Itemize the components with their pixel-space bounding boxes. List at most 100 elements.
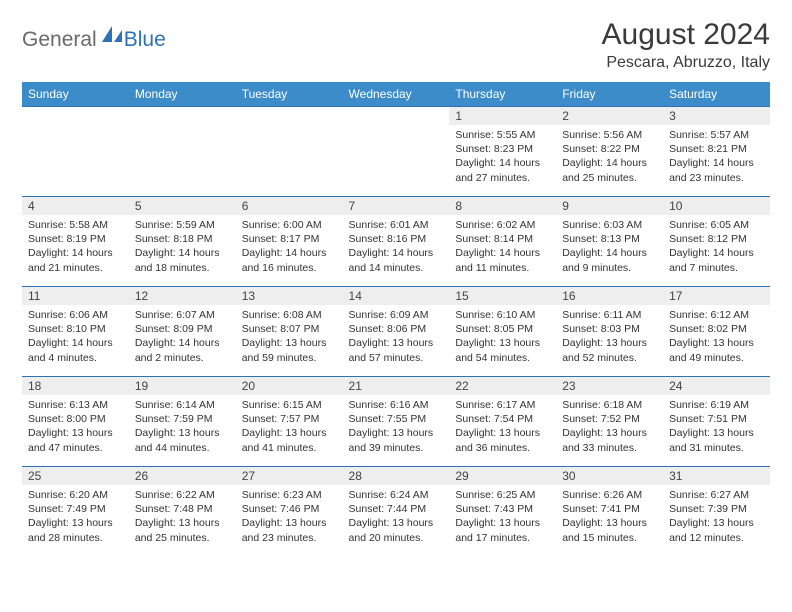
weekday-header: Sunday	[22, 82, 129, 106]
sunrise-text: Sunrise: 6:02 AM	[455, 218, 550, 232]
day-number: 16	[556, 286, 663, 305]
daylight-text: Daylight: 13 hours and 57 minutes.	[349, 336, 444, 364]
weekday-header-row: Sunday Monday Tuesday Wednesday Thursday…	[22, 82, 770, 106]
logo: General Blue	[22, 18, 166, 53]
day-number: 3	[663, 106, 770, 125]
day-detail: Sunrise: 6:26 AMSunset: 7:41 PMDaylight:…	[556, 485, 663, 549]
day-detail: Sunrise: 6:23 AMSunset: 7:46 PMDaylight:…	[236, 485, 343, 549]
sunset-text: Sunset: 8:05 PM	[455, 322, 550, 336]
day-number-bar-empty	[343, 106, 450, 125]
day-number: 31	[663, 466, 770, 485]
daylight-text: Daylight: 14 hours and 25 minutes.	[562, 156, 657, 184]
sunset-text: Sunset: 7:49 PM	[28, 502, 123, 516]
sunrise-text: Sunrise: 6:25 AM	[455, 488, 550, 502]
weekday-header: Thursday	[449, 82, 556, 106]
calendar-day-cell: 7Sunrise: 6:01 AMSunset: 8:16 PMDaylight…	[343, 196, 450, 286]
day-number: 5	[129, 196, 236, 215]
day-number: 22	[449, 376, 556, 395]
calendar-day-cell: 11Sunrise: 6:06 AMSunset: 8:10 PMDayligh…	[22, 286, 129, 376]
day-detail: Sunrise: 6:12 AMSunset: 8:02 PMDaylight:…	[663, 305, 770, 369]
day-detail: Sunrise: 6:16 AMSunset: 7:55 PMDaylight:…	[343, 395, 450, 459]
calendar-day-cell: 20Sunrise: 6:15 AMSunset: 7:57 PMDayligh…	[236, 376, 343, 466]
calendar-day-cell: 5Sunrise: 5:59 AMSunset: 8:18 PMDaylight…	[129, 196, 236, 286]
calendar-day-cell: 3Sunrise: 5:57 AMSunset: 8:21 PMDaylight…	[663, 106, 770, 196]
daylight-text: Daylight: 14 hours and 23 minutes.	[669, 156, 764, 184]
logo-sail-icon	[102, 26, 124, 49]
sunrise-text: Sunrise: 6:08 AM	[242, 308, 337, 322]
sunrise-text: Sunrise: 6:12 AM	[669, 308, 764, 322]
daylight-text: Daylight: 13 hours and 41 minutes.	[242, 426, 337, 454]
day-detail: Sunrise: 6:18 AMSunset: 7:52 PMDaylight:…	[556, 395, 663, 459]
calendar-day-cell: 6Sunrise: 6:00 AMSunset: 8:17 PMDaylight…	[236, 196, 343, 286]
daylight-text: Daylight: 14 hours and 21 minutes.	[28, 246, 123, 274]
calendar-day-cell: 2Sunrise: 5:56 AMSunset: 8:22 PMDaylight…	[556, 106, 663, 196]
sunrise-text: Sunrise: 5:55 AM	[455, 128, 550, 142]
sunset-text: Sunset: 8:02 PM	[669, 322, 764, 336]
sunrise-text: Sunrise: 6:26 AM	[562, 488, 657, 502]
daylight-text: Daylight: 13 hours and 33 minutes.	[562, 426, 657, 454]
day-detail: Sunrise: 6:06 AMSunset: 8:10 PMDaylight:…	[22, 305, 129, 369]
daylight-text: Daylight: 13 hours and 25 minutes.	[135, 516, 230, 544]
daylight-text: Daylight: 14 hours and 2 minutes.	[135, 336, 230, 364]
sunrise-text: Sunrise: 6:16 AM	[349, 398, 444, 412]
sunrise-text: Sunrise: 6:27 AM	[669, 488, 764, 502]
weekday-header: Saturday	[663, 82, 770, 106]
calendar-day-cell	[343, 106, 450, 196]
daylight-text: Daylight: 14 hours and 14 minutes.	[349, 246, 444, 274]
daylight-text: Daylight: 14 hours and 7 minutes.	[669, 246, 764, 274]
day-number: 23	[556, 376, 663, 395]
calendar-day-cell	[22, 106, 129, 196]
day-number-bar-empty	[236, 106, 343, 125]
calendar-day-cell: 1Sunrise: 5:55 AMSunset: 8:23 PMDaylight…	[449, 106, 556, 196]
day-detail: Sunrise: 5:55 AMSunset: 8:23 PMDaylight:…	[449, 125, 556, 189]
sunrise-text: Sunrise: 6:00 AM	[242, 218, 337, 232]
day-number: 21	[343, 376, 450, 395]
day-detail: Sunrise: 6:24 AMSunset: 7:44 PMDaylight:…	[343, 485, 450, 549]
sunrise-text: Sunrise: 6:18 AM	[562, 398, 657, 412]
sunset-text: Sunset: 7:48 PM	[135, 502, 230, 516]
day-detail: Sunrise: 6:25 AMSunset: 7:43 PMDaylight:…	[449, 485, 556, 549]
calendar-day-cell: 29Sunrise: 6:25 AMSunset: 7:43 PMDayligh…	[449, 466, 556, 556]
calendar-week-row: 25Sunrise: 6:20 AMSunset: 7:49 PMDayligh…	[22, 466, 770, 556]
day-detail: Sunrise: 6:20 AMSunset: 7:49 PMDaylight:…	[22, 485, 129, 549]
day-detail: Sunrise: 6:08 AMSunset: 8:07 PMDaylight:…	[236, 305, 343, 369]
day-detail: Sunrise: 6:27 AMSunset: 7:39 PMDaylight:…	[663, 485, 770, 549]
daylight-text: Daylight: 13 hours and 47 minutes.	[28, 426, 123, 454]
sunrise-text: Sunrise: 6:06 AM	[28, 308, 123, 322]
day-number: 2	[556, 106, 663, 125]
day-detail: Sunrise: 6:17 AMSunset: 7:54 PMDaylight:…	[449, 395, 556, 459]
day-number: 4	[22, 196, 129, 215]
daylight-text: Daylight: 14 hours and 16 minutes.	[242, 246, 337, 274]
sunset-text: Sunset: 8:00 PM	[28, 412, 123, 426]
daylight-text: Daylight: 13 hours and 39 minutes.	[349, 426, 444, 454]
day-number: 24	[663, 376, 770, 395]
calendar-week-row: 18Sunrise: 6:13 AMSunset: 8:00 PMDayligh…	[22, 376, 770, 466]
sunset-text: Sunset: 7:52 PM	[562, 412, 657, 426]
sunset-text: Sunset: 7:57 PM	[242, 412, 337, 426]
day-detail: Sunrise: 6:11 AMSunset: 8:03 PMDaylight:…	[556, 305, 663, 369]
sunrise-text: Sunrise: 6:10 AM	[455, 308, 550, 322]
day-number: 28	[343, 466, 450, 485]
sunrise-text: Sunrise: 6:17 AM	[455, 398, 550, 412]
calendar-day-cell: 8Sunrise: 6:02 AMSunset: 8:14 PMDaylight…	[449, 196, 556, 286]
sunset-text: Sunset: 7:55 PM	[349, 412, 444, 426]
sunset-text: Sunset: 8:12 PM	[669, 232, 764, 246]
day-number: 12	[129, 286, 236, 305]
sunset-text: Sunset: 7:43 PM	[455, 502, 550, 516]
daylight-text: Daylight: 13 hours and 12 minutes.	[669, 516, 764, 544]
calendar-day-cell: 16Sunrise: 6:11 AMSunset: 8:03 PMDayligh…	[556, 286, 663, 376]
day-detail: Sunrise: 6:15 AMSunset: 7:57 PMDaylight:…	[236, 395, 343, 459]
sunset-text: Sunset: 7:46 PM	[242, 502, 337, 516]
day-number: 25	[22, 466, 129, 485]
sunrise-text: Sunrise: 6:23 AM	[242, 488, 337, 502]
calendar-body: 1Sunrise: 5:55 AMSunset: 8:23 PMDaylight…	[22, 106, 770, 556]
sunset-text: Sunset: 8:21 PM	[669, 142, 764, 156]
calendar-day-cell: 19Sunrise: 6:14 AMSunset: 7:59 PMDayligh…	[129, 376, 236, 466]
weekday-header: Wednesday	[343, 82, 450, 106]
daylight-text: Daylight: 13 hours and 15 minutes.	[562, 516, 657, 544]
sunset-text: Sunset: 8:16 PM	[349, 232, 444, 246]
calendar-week-row: 11Sunrise: 6:06 AMSunset: 8:10 PMDayligh…	[22, 286, 770, 376]
sunset-text: Sunset: 8:18 PM	[135, 232, 230, 246]
daylight-text: Daylight: 13 hours and 52 minutes.	[562, 336, 657, 364]
daylight-text: Daylight: 14 hours and 18 minutes.	[135, 246, 230, 274]
